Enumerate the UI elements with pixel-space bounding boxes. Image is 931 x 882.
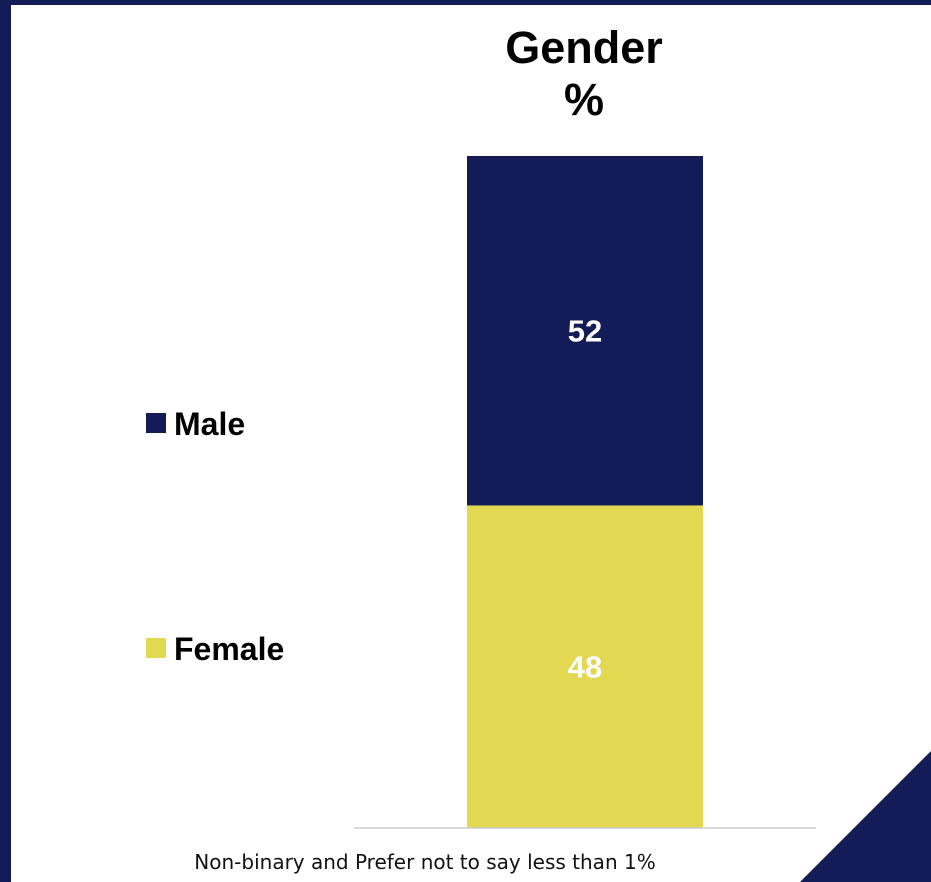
corner-triangle (800, 751, 931, 882)
data-label-female: 48 (568, 650, 602, 685)
chart-legend: Male Female (146, 406, 284, 667)
chart-subtitle: % (564, 74, 604, 125)
legend-label-female: Female (174, 631, 284, 667)
stacked-bar: 48 52 (467, 156, 703, 828)
slide-panel: Gender % 48 52 Male Female Non-binary and … (11, 5, 931, 882)
legend-swatch-male (146, 413, 166, 433)
footnote: Non-binary and Prefer not to say less th… (194, 850, 655, 874)
legend-label-male: Male (174, 406, 245, 442)
data-label-male: 52 (568, 314, 602, 349)
chart-title: Gender (505, 22, 663, 73)
bar-segment-male (467, 156, 703, 506)
gender-chart: Gender % 48 52 Male Female Non-binary and … (146, 22, 816, 874)
bar-segment-female (467, 505, 703, 828)
corner-accent (800, 751, 931, 882)
legend-swatch-female (146, 638, 166, 658)
